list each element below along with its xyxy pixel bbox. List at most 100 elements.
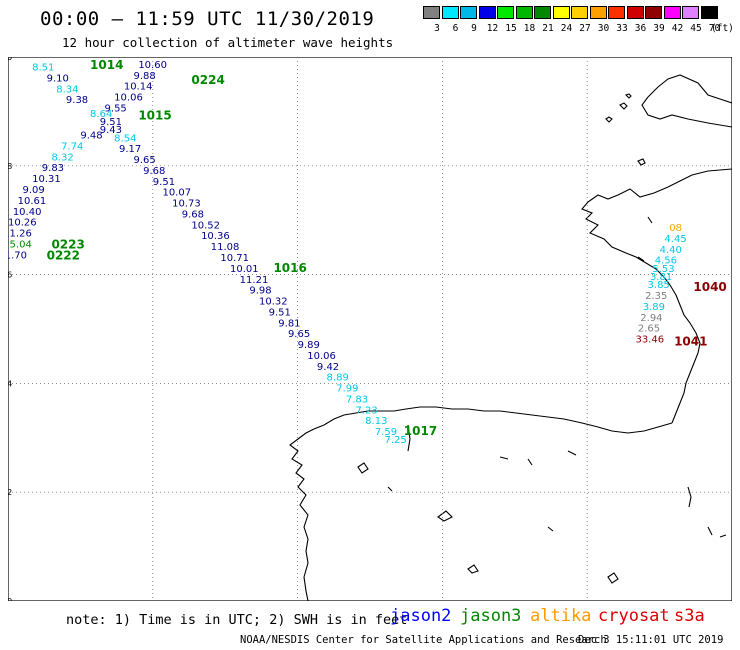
wave-height-label: 9.51	[153, 177, 175, 188]
mission-jason2: jason2	[390, 606, 452, 626]
wave-height-label: 11.21	[240, 275, 269, 286]
wave-height-label: 8.89	[327, 373, 349, 384]
y-tick-label: 42	[8, 488, 12, 497]
wave-height-label: 9.83	[42, 163, 64, 174]
wave-height-label: 9.68	[143, 166, 165, 177]
wave-height-label: 9.48	[80, 131, 102, 142]
wave-height-label: 7.99	[336, 384, 358, 395]
legend-label: 6	[452, 23, 459, 34]
wave-height-label: 10.36	[201, 231, 230, 242]
y-tick-label: 50	[8, 57, 12, 62]
wave-height-label: 8.32	[51, 152, 73, 163]
legend-label: 27	[579, 23, 591, 34]
wave-height-label: 4.40	[660, 245, 682, 256]
mission-jason3: jason3	[460, 606, 522, 626]
mission-s3a: s3a	[674, 606, 705, 626]
wave-height-label: 9.17	[119, 144, 141, 155]
pass-time-label: 0224	[191, 73, 224, 87]
wave-height-label: 8.13	[365, 416, 387, 427]
wave-height-label: 9.88	[133, 71, 155, 82]
legend-label: 9	[471, 23, 477, 34]
map-axes: -15-12-9-6-30504846444240	[8, 57, 732, 601]
wave-height-label: 3.81	[650, 272, 672, 283]
wave-height-label: 9.81	[278, 318, 300, 329]
wave-height-label: 10.31	[32, 174, 61, 185]
mission-cryosat: cryosat	[598, 606, 670, 626]
legend-swatch	[682, 6, 699, 19]
legend-unit: (ft)	[711, 23, 734, 34]
wave-height-label: 10.40	[13, 207, 42, 218]
chart-title: 00:00 – 11:59 UTC 11/30/2019	[40, 8, 375, 30]
wave-height-label: 9.51	[269, 307, 291, 318]
wave-height-label: 3.89	[643, 302, 665, 313]
wave-height-label: 08	[669, 223, 682, 234]
wave-height-label: 9.51	[100, 117, 122, 128]
wave-height-label: 11.08	[211, 242, 240, 253]
chart-subtitle: 12 hour collection of altimeter wave hei…	[62, 35, 394, 50]
pass-time-label: 0222	[47, 248, 80, 262]
legend-swatch	[423, 6, 440, 19]
wave-height-label: 7.59	[375, 427, 397, 438]
legend-swatch	[663, 6, 681, 19]
wave-height-label: 33.46	[635, 335, 664, 346]
wave-height-label: 7.83	[346, 394, 368, 405]
wave-height-label: 10.71	[220, 253, 249, 264]
wave-height-label: 7.25	[384, 435, 406, 446]
legend-swatch	[645, 6, 662, 19]
legend-label: 30	[597, 23, 610, 34]
wave-height-label: 4.45	[664, 234, 686, 245]
legend-label: 70	[708, 23, 721, 34]
legend-swatch	[700, 6, 718, 19]
legend-swatch	[441, 6, 459, 19]
legend-label: 18	[523, 23, 536, 34]
wave-height-label: 7.74	[61, 141, 83, 152]
pass-time-label: 0223	[51, 237, 84, 251]
legend-label: 21	[542, 23, 554, 34]
wave-height-label: 10.01	[230, 264, 259, 275]
wave-height-label: 10.06	[307, 351, 336, 362]
wave-height-label: 10.14	[124, 82, 153, 93]
wave-height-map: -15-12-9-6-30504846444240 8.519.108.349.…	[8, 57, 732, 601]
wave-height-label: 2.35	[645, 291, 667, 302]
legend-label: 12	[486, 23, 499, 34]
wave-height-label: 11.26	[8, 229, 32, 240]
legend-swatch	[478, 6, 496, 19]
pass-time-label: 1041	[674, 334, 707, 348]
wave-height-label: 9.89	[298, 340, 320, 351]
wave-height-label: 2.65	[638, 324, 660, 335]
legend-swatch	[552, 6, 570, 19]
y-tick-label: 46	[8, 271, 12, 280]
legend-swatch	[608, 6, 625, 19]
wave-height-label: 10.61	[18, 196, 47, 207]
legend-swatch	[460, 6, 477, 19]
legend-label: 45	[690, 23, 702, 34]
mission-altika: altika	[530, 606, 592, 626]
wave-height-label: 9.55	[105, 103, 127, 114]
legend-label: 42	[671, 23, 684, 34]
wave-height-label: 10.06	[114, 93, 143, 104]
legend-label: 3	[434, 23, 440, 34]
y-tick-label: 48	[8, 162, 12, 171]
wave-height-label: 10.07	[162, 188, 191, 199]
legend-label: 24	[560, 23, 573, 34]
legend-swatch	[497, 6, 514, 19]
wave-height-label: 8.51	[32, 63, 54, 74]
wave-height-label: 9.10	[47, 73, 69, 84]
wave-height-label: 9.43	[100, 125, 122, 136]
wave-height-label: 10.26	[8, 218, 37, 229]
wave-height-label: 4.56	[655, 256, 677, 267]
legend-swatch	[589, 6, 607, 19]
note-text: note: 1) Time is in UTC; 2) SWH is in fe…	[66, 612, 408, 628]
y-tick-label: 44	[8, 379, 12, 388]
legend-label: 15	[505, 23, 517, 34]
legend-swatch	[515, 6, 533, 19]
wave-height-label: 9.42	[317, 362, 339, 373]
wave-height-label: 10.60	[138, 60, 167, 71]
wave-height-label: 9.65	[288, 329, 310, 340]
pass-time-label: 1040	[693, 280, 726, 294]
legend-swatch	[534, 6, 551, 19]
wave-height-label: 2.94	[640, 313, 662, 324]
legend-label: 33	[616, 23, 628, 34]
legend-swatch	[571, 6, 588, 19]
